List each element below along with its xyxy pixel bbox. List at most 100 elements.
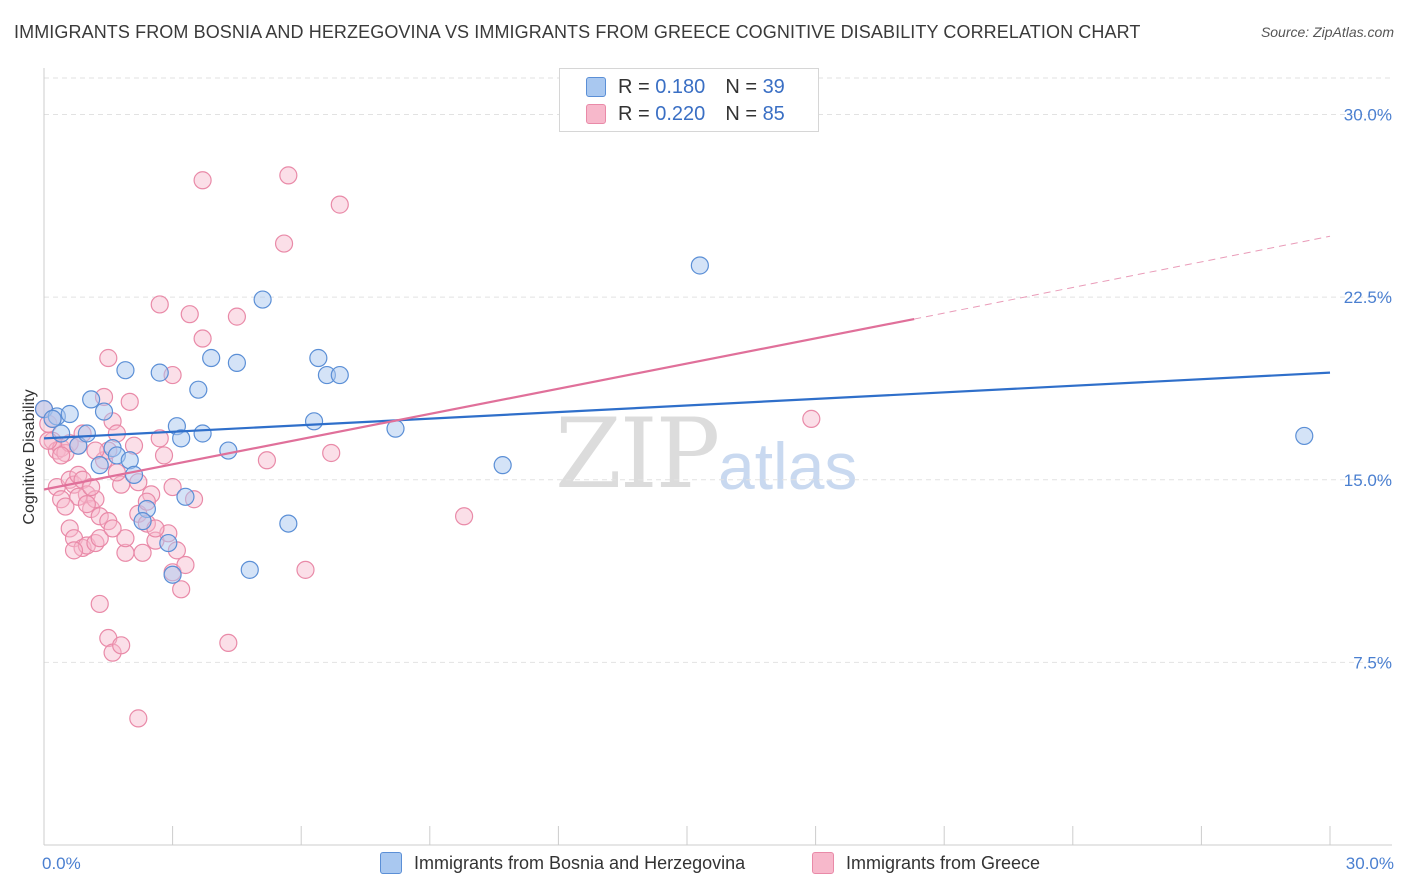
data-point-greece (77, 495, 96, 514)
data-point-bosnia (189, 380, 208, 399)
y-tick-label: 22.5% (1344, 288, 1392, 307)
data-point-bosnia (60, 404, 79, 424)
legend-n-value-greece: 85 (762, 102, 785, 125)
bottom-legend-bosnia: Immigrants from Bosnia and Herzegovina (380, 852, 745, 874)
data-point-greece (219, 633, 238, 653)
data-point-greece (454, 507, 474, 526)
data-point-greece (120, 392, 139, 411)
trend-line-greece (43, 317, 915, 491)
data-point-greece (193, 329, 212, 348)
data-point-greece (330, 195, 349, 214)
data-point-greece (172, 580, 191, 599)
y-axis-label: Cognitive Disability (21, 389, 38, 524)
data-point-bosnia (219, 441, 238, 460)
data-point-greece (133, 543, 152, 562)
data-point-bosnia (90, 456, 109, 475)
y-tick-label: 7.5% (1353, 653, 1392, 672)
data-point-greece (129, 709, 148, 728)
data-point-greece (176, 555, 195, 575)
legend-n-label: N = (725, 75, 757, 98)
bottom-legend-label-bosnia: Immigrants from Bosnia and Herzegovina (414, 852, 746, 873)
data-point-bosnia (133, 512, 152, 531)
series-bosnia-points (34, 256, 1314, 584)
data-point-bosnia (163, 565, 182, 584)
data-point-bosnia (159, 533, 178, 553)
bottom-legend-swatch-greece (812, 852, 834, 874)
data-point-greece (90, 507, 109, 526)
data-point-greece (150, 429, 169, 448)
data-point-greece (116, 529, 135, 548)
data-point-greece (64, 541, 84, 560)
chart-title: IMMIGRANTS FROM BOSNIA AND HERZEGOVINA V… (14, 22, 1141, 42)
bottom-legend-swatch-bosnia (380, 852, 402, 874)
data-point-bosnia (150, 363, 169, 382)
data-point-bosnia (43, 409, 62, 428)
data-point-greece (322, 443, 341, 463)
trend-line-greece-extrapolated (914, 235, 1331, 320)
legend-n-label: N = (725, 102, 757, 125)
data-point-bosnia (304, 412, 324, 431)
data-point-bosnia (240, 560, 259, 579)
legend-row-bosnia: R = 0.180 N = 39 (586, 74, 785, 100)
legend-r-value-greece: 0.220 (655, 102, 706, 125)
data-point-bosnia (202, 348, 221, 368)
data-point-greece (103, 519, 122, 538)
legend-swatch-greece (586, 104, 606, 124)
data-point-bosnia (227, 353, 246, 372)
data-point-greece (60, 519, 79, 538)
data-point-bosnia (253, 290, 272, 309)
data-point-greece (112, 636, 131, 655)
data-point-greece (802, 409, 821, 428)
data-point-greece (99, 348, 118, 368)
watermark-zip: ZIP (555, 398, 720, 510)
data-point-greece (154, 446, 174, 465)
correlation-legend: R = 0.180 N = 39 R = 0.220 N = 85 (559, 68, 819, 132)
data-point-bosnia (124, 465, 144, 484)
data-point-greece (107, 463, 126, 482)
data-point-bosnia (77, 424, 96, 443)
legend-r-label: R = (618, 75, 650, 98)
data-point-greece (257, 451, 277, 470)
data-point-bosnia (193, 424, 212, 443)
data-point-greece (274, 234, 294, 253)
data-point-greece (150, 295, 169, 314)
data-point-bosnia (279, 514, 298, 533)
data-point-bosnia (116, 361, 135, 380)
data-point-bosnia (94, 402, 114, 421)
axes (43, 68, 1392, 846)
legend-swatch-bosnia (586, 77, 606, 97)
data-point-bosnia (1295, 426, 1314, 446)
data-point-greece (279, 166, 298, 185)
legend-r-value-bosnia: 0.180 (655, 75, 706, 98)
y-tick-label: 30.0% (1344, 106, 1392, 125)
legend-row-greece: R = 0.220 N = 85 (586, 101, 785, 127)
watermark-atlas: atlas (718, 429, 858, 503)
y-tick-label: 15.0% (1344, 471, 1392, 490)
data-point-bosnia (172, 429, 191, 448)
data-point-greece (227, 307, 246, 326)
data-point-greece (296, 560, 315, 579)
x-tick-label: 0.0% (42, 854, 81, 873)
legend-n-value-bosnia: 39 (762, 75, 785, 98)
data-point-greece (193, 171, 212, 190)
data-point-bosnia (176, 487, 195, 506)
bottom-legend-label-greece: Immigrants from Greece (846, 852, 1041, 873)
data-point-bosnia (309, 348, 328, 368)
data-point-bosnia (82, 390, 101, 409)
data-point-greece (52, 446, 71, 465)
trend-lines (43, 235, 1331, 491)
data-point-bosnia (330, 365, 349, 385)
bottom-legend-greece: Immigrants from Greece (812, 852, 1040, 874)
legend-r-label: R = (618, 102, 650, 125)
series-greece-points (34, 166, 821, 728)
data-point-greece (90, 594, 109, 614)
data-point-greece (163, 477, 182, 497)
data-point-greece (90, 529, 109, 548)
data-point-greece (82, 477, 101, 497)
data-point-greece (56, 497, 75, 516)
source-label: Source: ZipAtlas.com (1260, 24, 1394, 40)
data-point-bosnia (493, 456, 512, 475)
x-tick-label: 30.0% (1346, 854, 1394, 873)
trend-line-bosnia (43, 371, 1331, 440)
